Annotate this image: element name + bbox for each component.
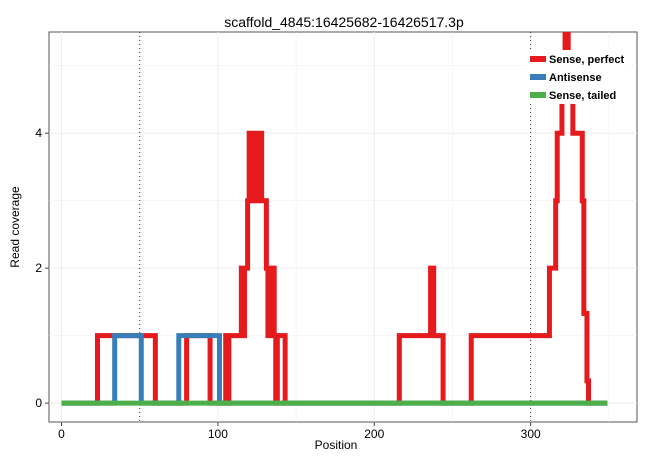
y-axis-ticks: 0 2 4	[35, 126, 49, 410]
legend-label: Sense, tailed	[549, 90, 616, 102]
legend-swatch	[530, 56, 546, 62]
y-tick-label: 4	[35, 126, 42, 140]
y-tick-label: 2	[35, 261, 42, 275]
y-tick-label: 0	[35, 396, 42, 410]
legend-label: Sense, perfect	[549, 54, 625, 66]
x-tick-label: 0	[58, 427, 65, 441]
legend-swatch	[530, 92, 546, 98]
x-tick-label: 100	[208, 427, 228, 441]
x-tick-label: 300	[521, 427, 541, 441]
x-tick-label: 200	[364, 427, 384, 441]
x-axis-ticks: 0 100 200 300	[58, 422, 541, 441]
legend-label: Antisense	[549, 72, 602, 84]
y-axis-label: Read coverage	[8, 186, 22, 268]
legend: Sense, perfect Antisense Sense, tailed	[526, 50, 630, 104]
legend-swatch	[530, 74, 546, 80]
chart-title: scaffold_4845:16425682-16426517.3p	[224, 14, 464, 30]
x-axis-label: Position	[315, 438, 358, 452]
